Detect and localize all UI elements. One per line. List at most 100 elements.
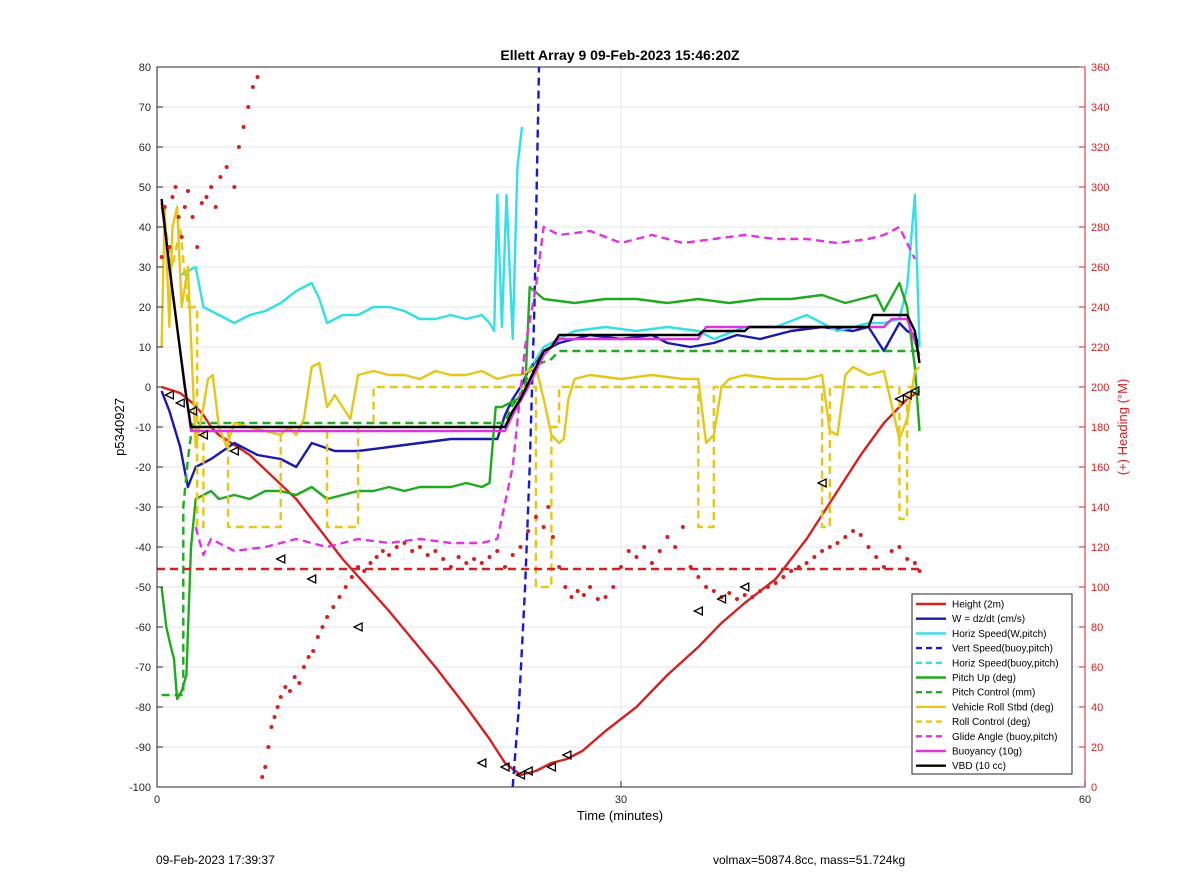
heading-point	[182, 205, 187, 209]
heading-point	[380, 549, 385, 553]
heading-point	[218, 175, 223, 179]
heading-point	[292, 675, 297, 679]
heading-point	[232, 185, 237, 189]
heading-point	[236, 145, 241, 149]
y-axis-right-label: (+) Heading (°M)	[1115, 379, 1130, 476]
y-left-tick-label: -70	[135, 662, 151, 674]
time-marker	[522, 765, 533, 777]
heading-point	[374, 555, 379, 559]
heading-point	[204, 195, 209, 199]
time-marker	[893, 393, 905, 405]
heading-point	[356, 565, 361, 569]
heading-point	[874, 555, 879, 559]
heading-point	[917, 569, 922, 573]
heading-point	[588, 585, 593, 589]
y-right-tick-label: 0	[1091, 782, 1097, 794]
x-tick-label: 0	[154, 794, 160, 806]
heading-point	[851, 529, 855, 533]
series-line-7	[160, 205, 921, 449]
time-marker	[901, 389, 912, 401]
heading-point	[518, 545, 523, 549]
heading-point	[269, 725, 274, 729]
legend-entry-label: Height (2m)	[952, 600, 1004, 611]
heading-point	[804, 561, 809, 565]
legend-entry-label: Horiz Speed(W,pitch)	[952, 629, 1046, 640]
y-left-tick-label: -100	[129, 782, 151, 794]
heading-point	[306, 655, 311, 659]
heading-point	[278, 695, 283, 699]
legend-box	[911, 593, 1073, 775]
heading-point	[387, 553, 391, 557]
heading-point	[362, 569, 367, 573]
heading-point	[213, 205, 218, 209]
series-line-5	[160, 281, 921, 701]
series-line-8	[160, 206, 920, 589]
heading-point	[464, 561, 469, 565]
heading-point	[394, 545, 399, 549]
y-right-tick-label: 200	[1091, 382, 1109, 394]
heading-point	[487, 555, 492, 559]
heading-point	[881, 565, 886, 569]
heading-point	[789, 569, 794, 573]
time-marker	[197, 429, 209, 441]
heading-point	[569, 595, 574, 599]
heading-point	[711, 589, 716, 593]
heading-point	[866, 545, 871, 549]
heading-point	[343, 585, 348, 589]
y-right-tick-label: 360	[1091, 62, 1109, 74]
heading-point	[368, 561, 373, 565]
time-marker	[816, 477, 827, 489]
y-right-tick-label: 220	[1091, 342, 1109, 354]
footer-timestamp: 09-Feb-2023 17:39:37	[156, 853, 275, 867]
heading-point	[688, 565, 693, 569]
heading-point	[255, 75, 260, 79]
legend-entry-label: Pitch Up (deg)	[952, 673, 1016, 684]
heading-point	[167, 245, 172, 249]
heading-point	[541, 525, 546, 529]
heading-point	[735, 597, 739, 601]
heading-point	[325, 615, 330, 619]
heading-point	[619, 565, 623, 569]
heading-point	[820, 549, 825, 553]
y-right-tick-label: 280	[1091, 222, 1109, 234]
heading-point	[349, 575, 354, 579]
heading-point	[905, 557, 910, 561]
heading-point	[611, 585, 616, 589]
heading-point	[159, 255, 164, 259]
y-left-tick-label: -80	[135, 702, 151, 714]
y-right-tick-label: 320	[1091, 142, 1109, 154]
heading-point	[595, 597, 600, 601]
legend-entry-label: Horiz Speed(buoy,pitch)	[952, 658, 1059, 669]
heading-point	[550, 535, 555, 539]
y-right-tick-label: 20	[1091, 742, 1103, 754]
time-marker	[476, 757, 487, 769]
y-right-tick-label: 60	[1091, 662, 1103, 674]
heading-point	[704, 585, 709, 589]
y-left-tick-label: 40	[139, 222, 151, 234]
heading-point	[912, 561, 917, 565]
heading-point	[603, 595, 608, 599]
heading-point	[260, 775, 265, 779]
heading-point	[250, 85, 255, 89]
heading-point	[495, 549, 500, 553]
heading-point	[626, 549, 631, 553]
heading-point	[727, 591, 732, 595]
heading-point	[224, 165, 229, 169]
heading-point	[665, 535, 670, 539]
heading-point	[765, 585, 770, 589]
heading-point	[448, 565, 453, 569]
series-line-11	[160, 198, 921, 429]
heading-point	[288, 689, 293, 693]
time-marker	[561, 749, 572, 761]
y-left-tick-label: -50	[135, 582, 151, 594]
series-layer	[157, 66, 922, 788]
y-right-tick-label: 40	[1091, 702, 1103, 714]
heading-point	[889, 549, 894, 553]
heading-point	[479, 561, 484, 565]
heading-point	[162, 205, 167, 209]
y-left-tick-label: -60	[135, 622, 151, 634]
heading-point	[696, 575, 701, 579]
y-right-tick-label: 340	[1091, 102, 1109, 114]
y-left-tick-label: 50	[139, 182, 151, 194]
heading-point	[673, 545, 678, 549]
